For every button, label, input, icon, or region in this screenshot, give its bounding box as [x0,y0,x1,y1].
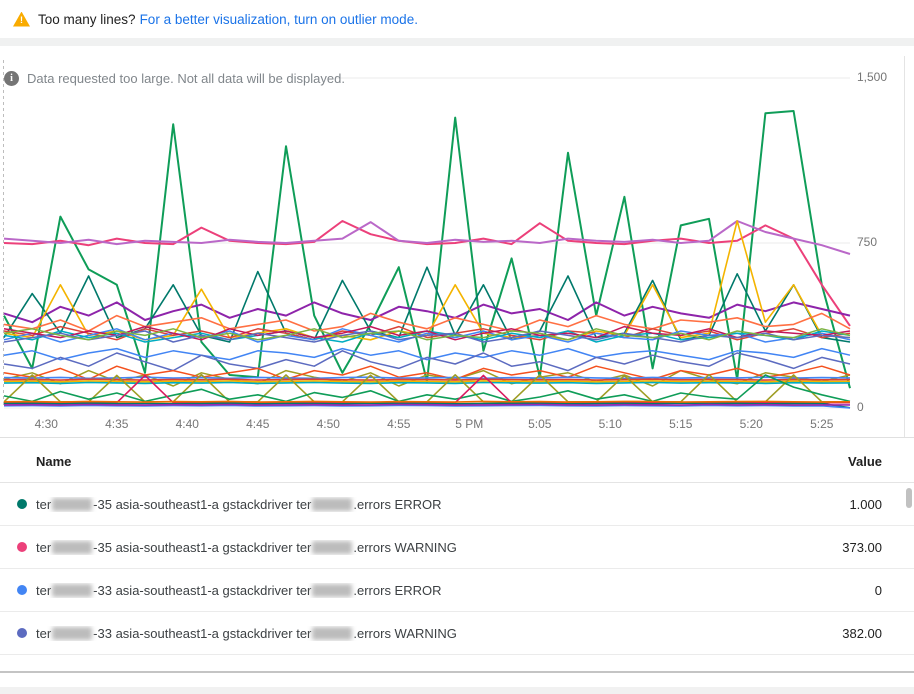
series-line-errors-green-spiky [3,110,851,389]
series-line-bottom-purple [3,403,850,406]
series-line-errors-gold [3,220,851,341]
table-row[interactable]: ter -33 asia-southeast1-a gstackdriver te… [0,612,914,655]
y-tick-label: 0 [857,400,864,414]
x-tick-label: 5:05 [528,417,552,431]
series-value: 1.000 [849,496,882,512]
series-name: ter -33 asia-southeast1-a gstackdriver te… [36,582,442,598]
scrollbar-track [904,56,905,437]
name-column-header: Name [36,453,72,469]
series-color-dot [17,499,27,509]
series-line-cluster-light-green [3,328,851,341]
scrollbar-thumb[interactable] [906,488,912,508]
series-name: ter -33 asia-southeast1-a gstackdriver te… [36,625,457,641]
y-tick-label: 750 [857,235,878,249]
table-row[interactable]: ter -35 asia-southeast1-a gstackdriver te… [0,483,914,526]
legend-table-header: Name Value [0,440,914,483]
series-line-cluster-red [3,325,851,341]
banner-text: Too many lines? [38,11,136,27]
x-tick-label: 5:25 [810,417,834,431]
banner-divider [0,38,914,46]
y-tick-label: 1,500 [857,70,888,84]
series-line-bottom-teal [3,402,851,409]
series-name: ter -35 asia-southeast1-a gstackdriver te… [36,539,457,555]
redacted-text [52,583,93,597]
x-tick-label: 4:35 [105,417,129,431]
redacted-text [312,626,353,640]
series-line-errors-orchid-750 [3,220,851,255]
timeseries-chart[interactable] [0,56,914,412]
table-row[interactable]: ter -33 asia-southeast1-a gstackdriver te… [0,569,914,612]
x-tick-label: 4:45 [246,417,270,431]
redacted-text [312,540,353,554]
x-tick-label: 5:20 [739,417,763,431]
table-row[interactable]: ter -35 asia-southeast1-a gstackdriver te… [0,526,914,569]
series-line-bottom-blue [3,404,851,409]
too-many-lines-banner: ! Too many lines? For a better visualiza… [0,0,914,38]
x-tick-label: 4:30 [34,417,58,431]
info-icon: i [4,71,19,86]
series-line-errors-pink-750 [3,220,851,327]
series-line-blue-wavy [3,347,851,361]
chart-table-divider [0,437,914,438]
series-color-dot [17,628,27,638]
outlier-mode-link[interactable]: For a better visualization, turn on outl… [139,11,418,27]
series-line-cluster-indigo [3,330,851,343]
series-line-bottom-orange [3,400,851,403]
series-line-errors-purple-upper [3,301,851,324]
series-color-dot [17,542,27,552]
series-name: ter -35 asia-southeast1-a gstackdriver te… [36,496,442,512]
page-bottom-strip [0,687,914,694]
x-tick-label: 4:55 [387,417,411,431]
x-tick-label: 5 PM [455,417,484,431]
redacted-text [312,497,353,511]
redacted-text [52,497,93,511]
redacted-text [52,540,93,554]
series-line-cluster-crimson [3,325,851,341]
series-value: 0 [874,582,882,598]
x-tick-label: 5:15 [669,417,693,431]
value-column-header: Value [848,453,882,469]
series-color-dot [17,585,27,595]
series-line-flat-band-gold [3,380,851,383]
series-line-flat-band-cyan [3,381,851,385]
table-bottom-border [0,671,914,673]
data-too-large-notice: i Data requested too large. Not all data… [4,71,345,86]
series-line-flat-band-blue [3,376,851,380]
x-tick-label: 4:40 [175,417,199,431]
x-tick-label: 5:10 [598,417,622,431]
series-value: 373.00 [842,539,882,555]
chart-canvas [3,60,851,409]
warning-icon: ! [13,11,30,27]
redacted-text [52,626,93,640]
series-line-flat-band-red [3,378,851,381]
series-line-indigo-wavy [3,350,851,372]
series-value: 382.00 [842,625,882,641]
x-tick-label: 4:50 [316,417,340,431]
notice-text: Data requested too large. Not all data w… [27,71,345,86]
redacted-text [312,583,353,597]
legend-table: Name Value ter -35 asia-southeast1-a gsta… [0,440,914,655]
